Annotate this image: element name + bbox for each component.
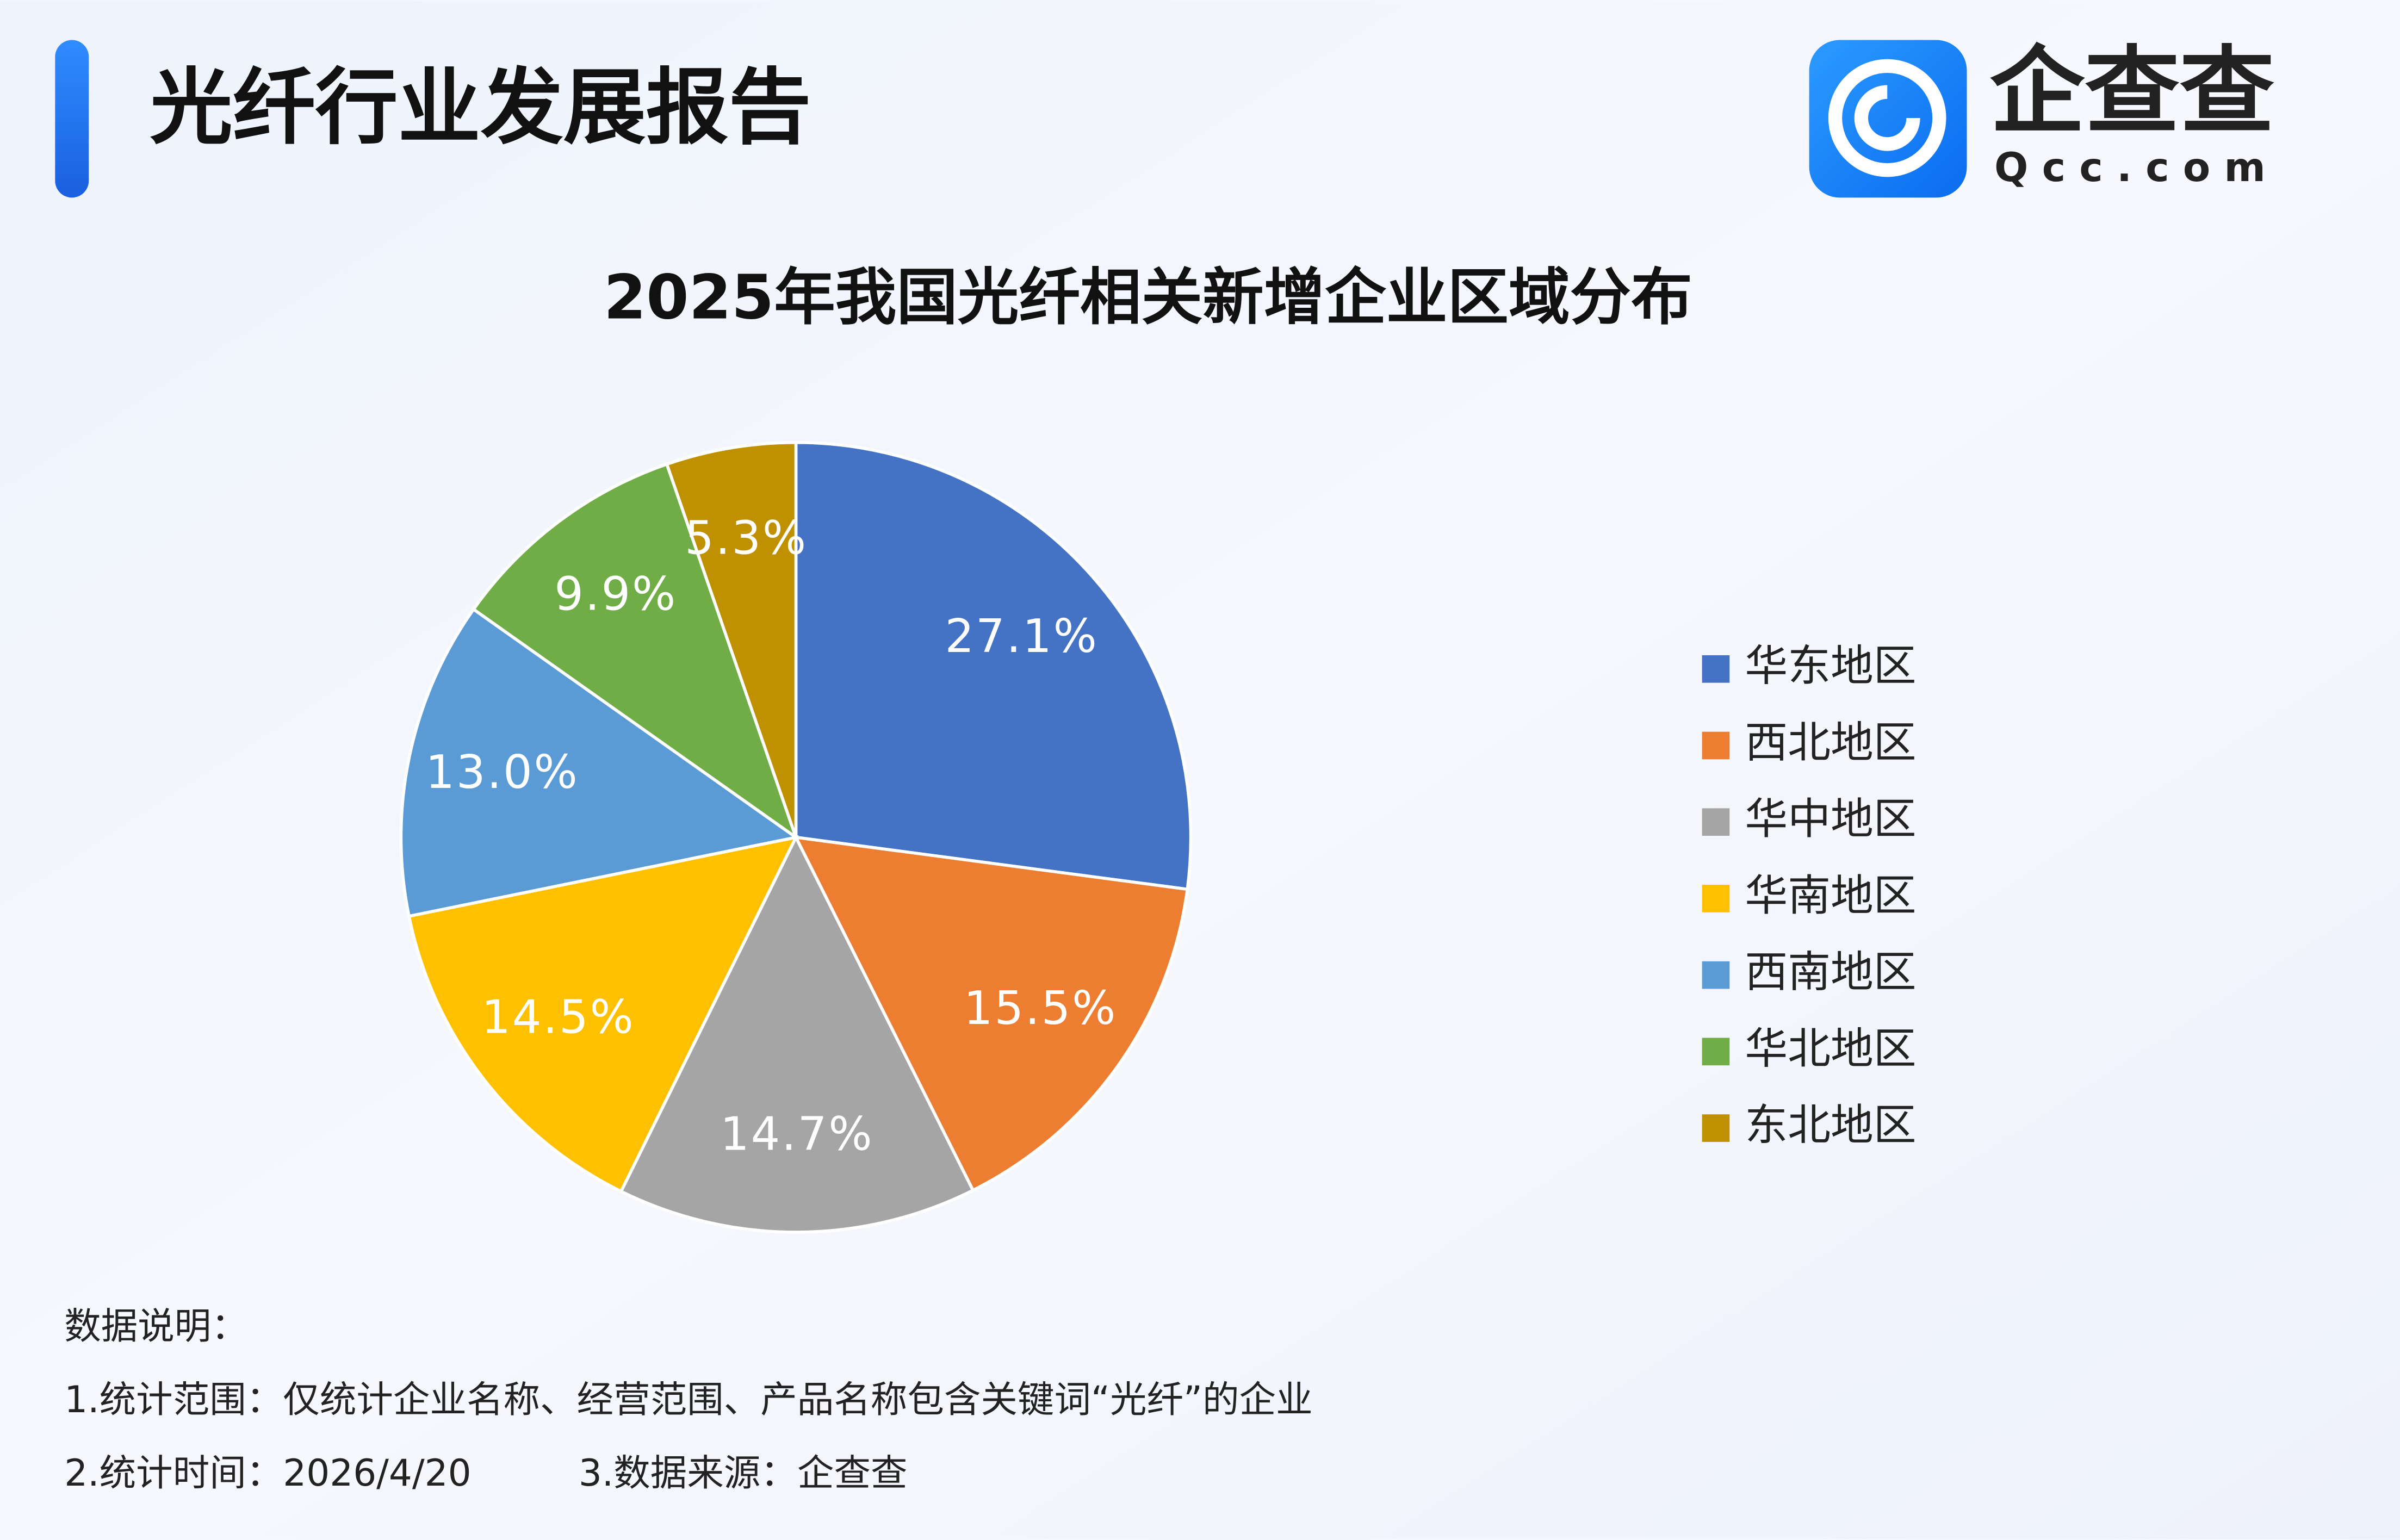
data-label: 15.5% bbox=[964, 982, 1117, 1035]
pie-slice bbox=[619, 834, 975, 1234]
note-heading: 数据说明： bbox=[64, 1305, 248, 1348]
data-label: 27.1% bbox=[945, 610, 1098, 663]
legend-label: 西南地区 bbox=[1745, 947, 1916, 997]
pie-slice bbox=[793, 835, 1189, 1193]
legend-swatch bbox=[1702, 1114, 1730, 1142]
legend-label: 华中地区 bbox=[1745, 794, 1916, 844]
note-scope: 1.统计范围：仅统计企业名称、经营范围、产品名称包含关键词“光纤”的企业 bbox=[64, 1378, 1312, 1421]
pie-slice bbox=[794, 440, 1193, 891]
legend-swatch bbox=[1702, 655, 1730, 683]
note-time: 2.统计时间：2026/4/20 bbox=[64, 1451, 471, 1494]
logo-domain: Qcc.com bbox=[1994, 145, 2279, 191]
chart-title: 2025年我国光纤相关新增企业区域分布 bbox=[604, 262, 1692, 333]
legend-label: 华南地区 bbox=[1745, 871, 1916, 921]
legend-swatch bbox=[1702, 731, 1730, 760]
page-title: 光纤行业发展报告 bbox=[150, 59, 811, 156]
pie-slice bbox=[399, 607, 800, 918]
logo-c bbox=[1854, 85, 1920, 151]
data-label: 14.7% bbox=[720, 1108, 873, 1161]
logo-name: 企查查 bbox=[1990, 36, 2274, 147]
logo-ring bbox=[1828, 59, 1946, 177]
note-source: 3.数据来源：企查查 bbox=[579, 1451, 908, 1494]
legend-swatch bbox=[1702, 1038, 1730, 1066]
legend-label: 西北地区 bbox=[1745, 717, 1916, 767]
legend-label: 东北地区 bbox=[1745, 1100, 1916, 1150]
data-label: 13.0% bbox=[425, 746, 579, 799]
legend-swatch bbox=[1702, 885, 1730, 912]
legend-label: 华东地区 bbox=[1745, 641, 1916, 691]
legend-swatch bbox=[1702, 808, 1730, 836]
accent-bar bbox=[55, 40, 89, 198]
pie-slice bbox=[665, 440, 798, 838]
data-label: 9.9% bbox=[554, 567, 677, 620]
pie-slice bbox=[407, 835, 799, 1194]
pie-slice bbox=[471, 462, 799, 842]
legend-label: 华北地区 bbox=[1745, 1023, 1916, 1073]
data-label: 5.3% bbox=[685, 512, 808, 565]
data-label: 14.5% bbox=[481, 991, 635, 1044]
legend-swatch bbox=[1702, 961, 1730, 989]
logo: 企查查 Qcc.com bbox=[1809, 36, 2279, 198]
